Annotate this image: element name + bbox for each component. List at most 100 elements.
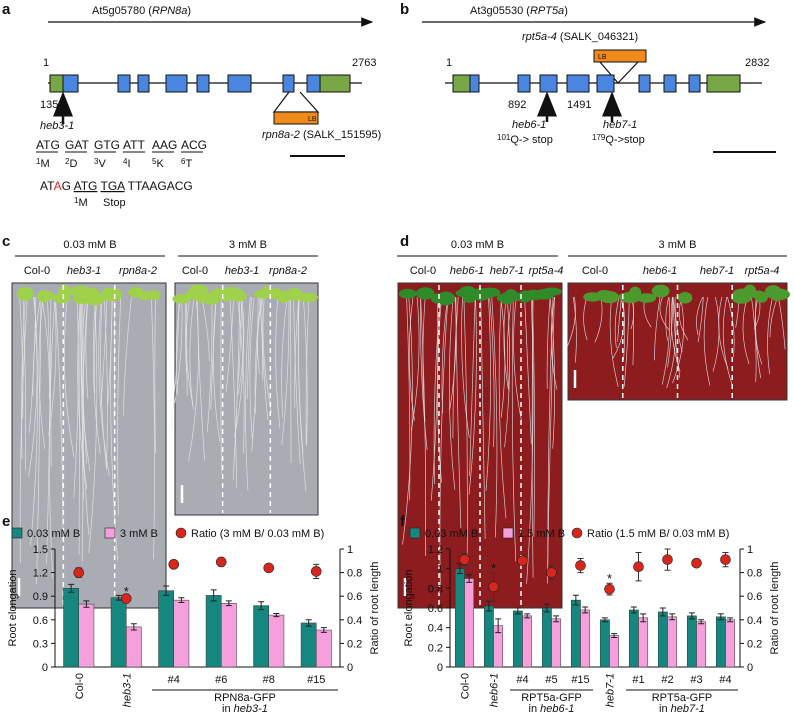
root bbox=[81, 296, 91, 471]
utr bbox=[452, 74, 471, 93]
bar bbox=[205, 595, 222, 668]
seedling bbox=[58, 284, 72, 298]
seedling bbox=[102, 287, 121, 297]
bar bbox=[715, 616, 726, 668]
seedling bbox=[534, 288, 555, 300]
legend-marker bbox=[11, 527, 23, 539]
root bbox=[546, 296, 551, 389]
x-tick-label: #8 bbox=[263, 674, 275, 686]
root bbox=[237, 296, 245, 454]
y2-tick-label: 0.6 bbox=[747, 591, 762, 603]
error-bar bbox=[514, 607, 521, 615]
bar bbox=[551, 618, 562, 668]
root bbox=[294, 296, 300, 409]
genotype-label: rpn8a-2 bbox=[119, 265, 157, 277]
x-tick-label: heb6-1 bbox=[489, 673, 501, 707]
root bbox=[674, 296, 683, 353]
position-label: 2763 bbox=[352, 57, 376, 69]
root bbox=[117, 296, 122, 516]
bar bbox=[609, 635, 620, 668]
root bbox=[92, 296, 101, 455]
panel-a: a At5g05780 (RPN8a) 1 2763 135 heb3-1 LB… bbox=[2, 1, 381, 209]
y2-tick-label: 0.2 bbox=[747, 638, 762, 650]
error-bar bbox=[466, 574, 473, 583]
ratio-point bbox=[517, 555, 528, 567]
x-tick-label: #4 bbox=[516, 674, 528, 686]
root bbox=[550, 296, 558, 390]
x-tick-label: Col-0 bbox=[460, 673, 472, 699]
position-label: 2832 bbox=[745, 57, 769, 69]
error-bar bbox=[543, 603, 550, 613]
exon bbox=[62, 74, 79, 93]
exon bbox=[539, 74, 558, 93]
chart: e 0.03 mM B 3 mM B Ratio (3 mM B/ 0.03 mM B… bbox=[2, 513, 381, 715]
position-label: 892 bbox=[508, 99, 526, 111]
exon bbox=[688, 74, 701, 93]
genotype-label: rpt5a-4 bbox=[745, 265, 780, 277]
root bbox=[41, 296, 50, 399]
bar bbox=[464, 578, 475, 668]
error-bar bbox=[717, 613, 724, 621]
legend-label: Ratio (1.5 mM B/ 0.03 mM B) bbox=[587, 528, 729, 540]
codon: ACG bbox=[181, 138, 207, 152]
legend-marker bbox=[571, 527, 583, 539]
seedling bbox=[36, 290, 52, 303]
root bbox=[150, 296, 155, 560]
legend-label: 0.03 mM B bbox=[27, 528, 80, 540]
insert-label: LB bbox=[308, 116, 317, 123]
root bbox=[85, 296, 89, 399]
seedling bbox=[620, 291, 641, 304]
error-bar bbox=[727, 617, 734, 623]
root bbox=[513, 296, 522, 421]
bar bbox=[657, 611, 668, 668]
y-tick-label: 1 bbox=[437, 564, 443, 576]
root bbox=[609, 296, 619, 387]
genotype-label: Col-0 bbox=[582, 265, 608, 277]
bar bbox=[580, 609, 591, 668]
root bbox=[503, 296, 509, 390]
significance-mark: * bbox=[491, 561, 496, 576]
genotype-label: heb7-1 bbox=[490, 265, 524, 277]
y2-tick-label: 1 bbox=[747, 544, 753, 556]
ratio-point bbox=[310, 566, 322, 577]
mutant-sequence: ATAG ATG TGA TTAAGACG bbox=[40, 179, 193, 193]
ratio-point bbox=[575, 560, 586, 571]
error-bar bbox=[178, 597, 185, 603]
root bbox=[452, 296, 459, 439]
root bbox=[500, 296, 506, 418]
x-tick-label: Col-0 bbox=[74, 673, 86, 699]
y-tick-label: 0.8 bbox=[428, 583, 443, 595]
root bbox=[524, 296, 532, 444]
bar bbox=[628, 609, 639, 668]
bar bbox=[110, 597, 127, 668]
legend-label: 3 mM B bbox=[120, 528, 158, 540]
error-bar bbox=[524, 613, 531, 619]
seedling bbox=[148, 289, 161, 301]
root bbox=[64, 296, 75, 458]
bar bbox=[158, 590, 175, 668]
bar bbox=[522, 615, 533, 668]
error-bar bbox=[163, 585, 170, 596]
bar bbox=[570, 599, 581, 668]
y2-tick-label: 0 bbox=[747, 662, 753, 674]
condition-label: 3 mM B bbox=[229, 239, 267, 251]
root bbox=[696, 296, 704, 336]
bar bbox=[512, 610, 523, 668]
codon: GAT bbox=[65, 138, 89, 152]
error-bar bbox=[582, 606, 589, 614]
seedling bbox=[755, 292, 768, 303]
y2-axis-label: Ratio of root length bbox=[769, 562, 781, 655]
root bbox=[448, 296, 456, 490]
ratio-point bbox=[120, 593, 132, 604]
position-label: 135 bbox=[40, 99, 58, 111]
exon bbox=[517, 74, 531, 93]
exon bbox=[638, 74, 651, 93]
genotype-label: Col-0 bbox=[182, 265, 208, 277]
seedling bbox=[677, 291, 693, 304]
root bbox=[420, 296, 428, 451]
root bbox=[186, 296, 188, 396]
genotype-label: heb3-1 bbox=[225, 265, 259, 277]
condition-label: 0.03 mM B bbox=[451, 239, 504, 251]
exon bbox=[663, 74, 677, 93]
root bbox=[661, 296, 671, 385]
